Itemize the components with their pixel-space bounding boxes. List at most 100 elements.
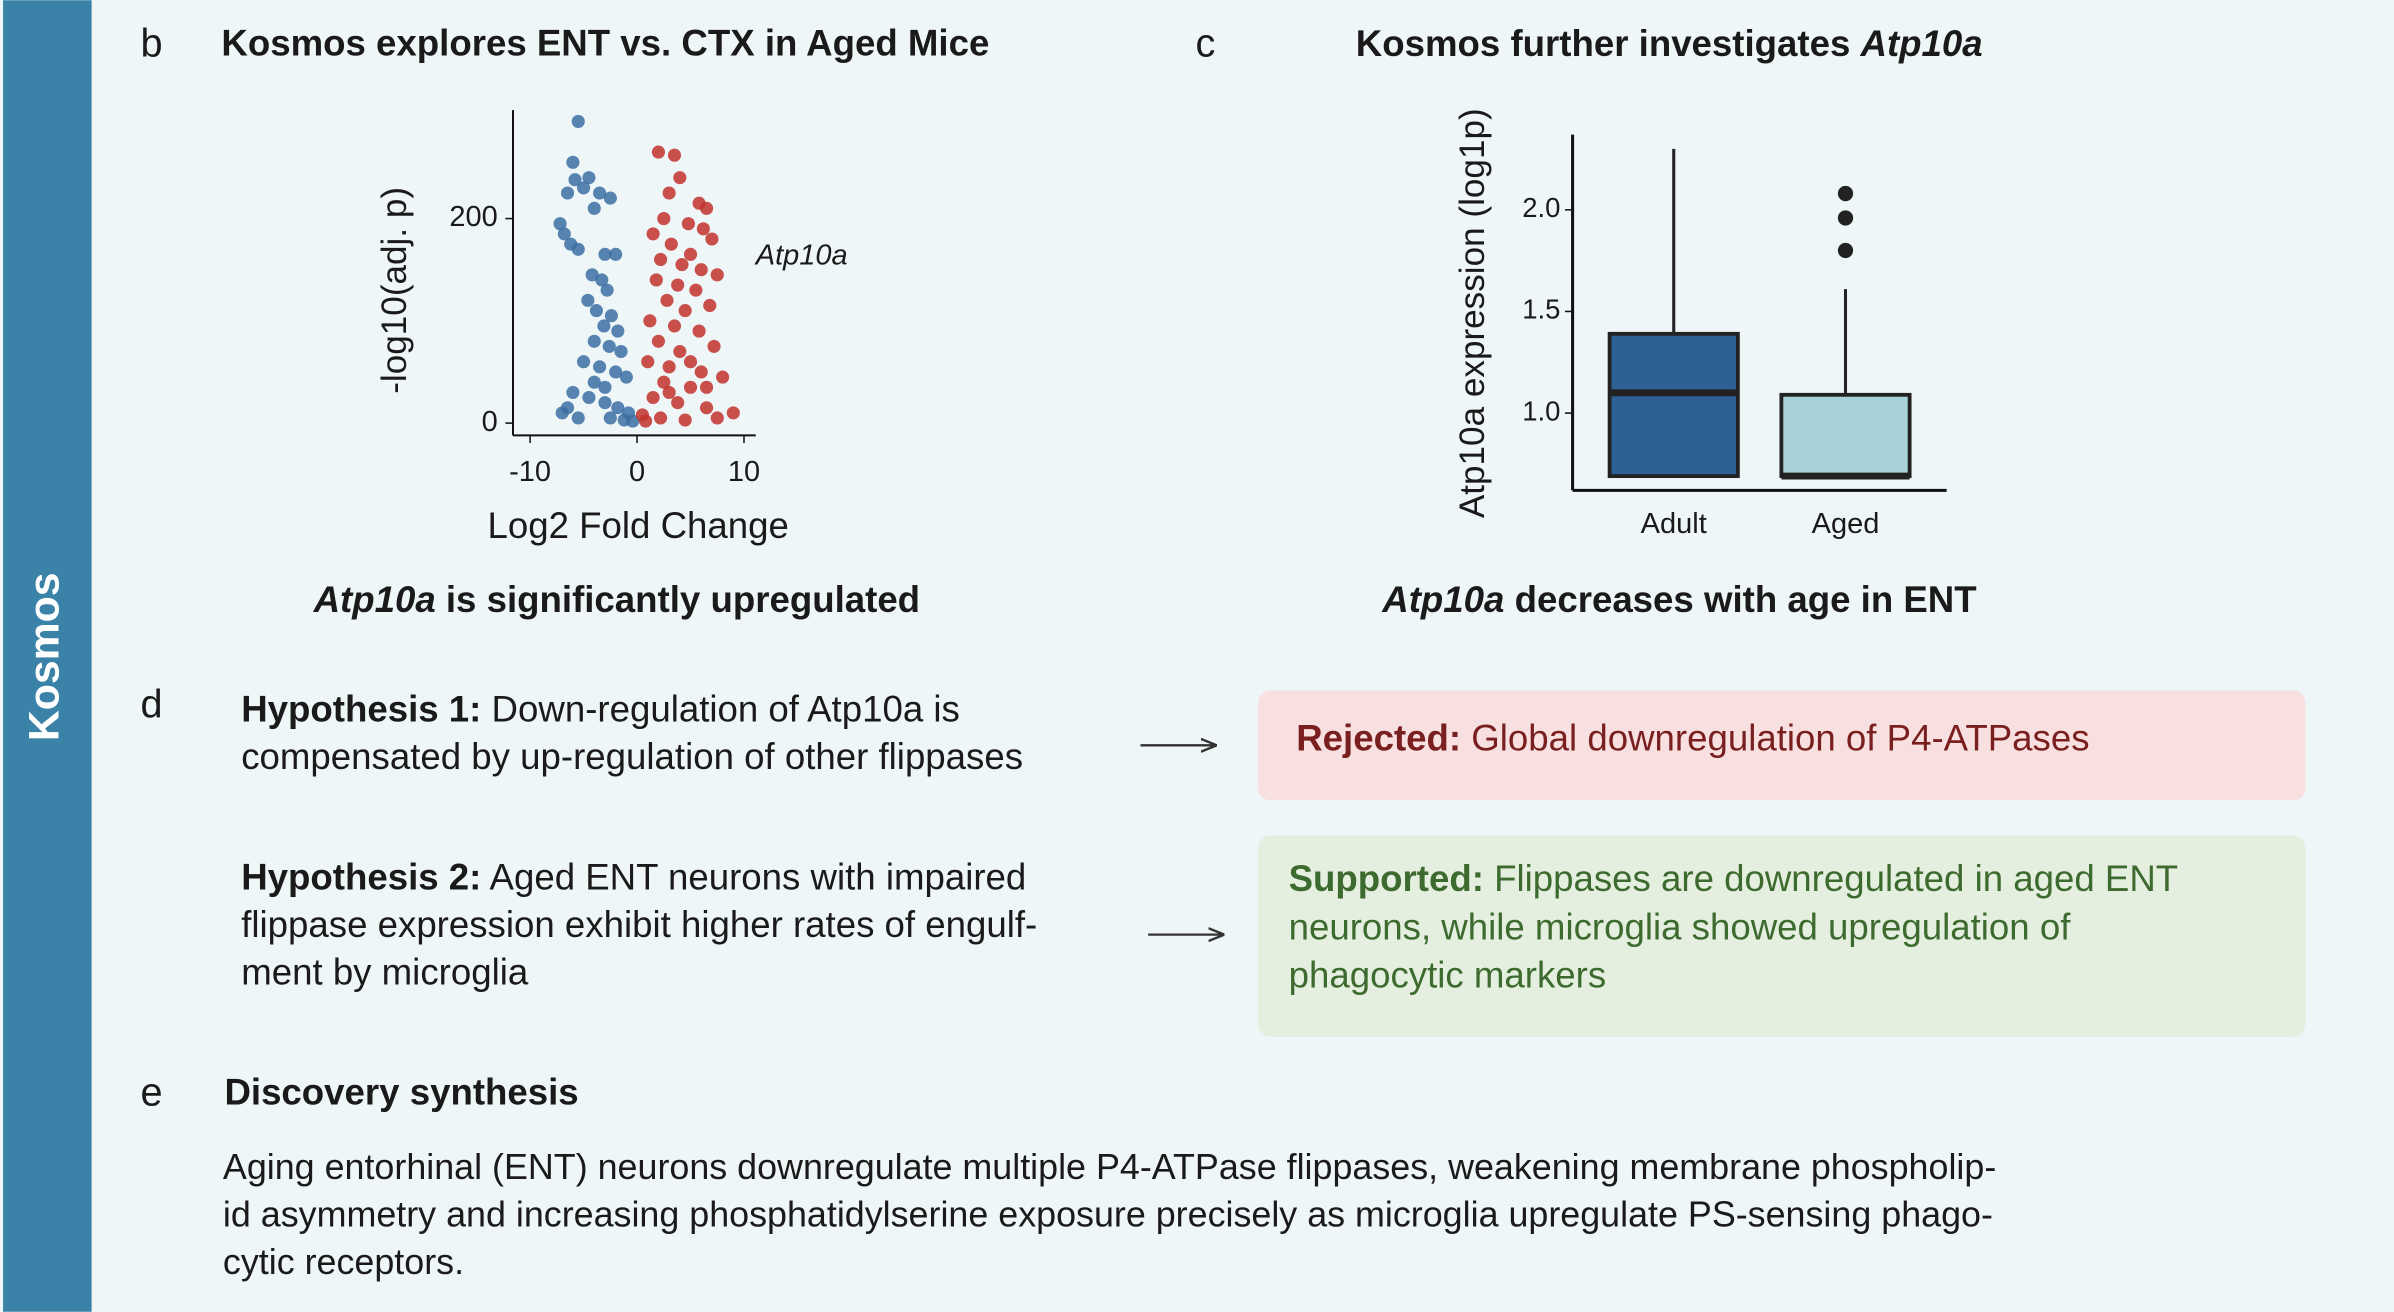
- point: [700, 380, 714, 394]
- point: [681, 217, 695, 231]
- point: [643, 314, 657, 328]
- verdict-label: Supported:: [1289, 858, 1484, 899]
- point: [598, 247, 612, 261]
- synthesis-line: cytic receptors.: [223, 1242, 464, 1282]
- point: [646, 390, 660, 405]
- point: [571, 114, 585, 128]
- x-tick-label: Adult: [1641, 508, 1707, 540]
- point: [560, 186, 575, 200]
- gene: Atp10a: [1860, 23, 1983, 64]
- point: [657, 212, 671, 226]
- point: [619, 370, 633, 384]
- point: [566, 385, 580, 399]
- hypothesis-line: Hypothesis 2: Aged ENT neurons with impa…: [241, 856, 1026, 897]
- synthesis: Aging entorhinal (ENT) neurons downregul…: [223, 1147, 1996, 1282]
- gene: Atp10a: [1381, 578, 1504, 619]
- point: [662, 186, 676, 200]
- point: [664, 237, 678, 251]
- point: [694, 263, 708, 277]
- point: [639, 414, 653, 428]
- point: [694, 365, 708, 379]
- point: [609, 247, 623, 261]
- point: [611, 324, 625, 338]
- point: [651, 334, 666, 348]
- point: [626, 414, 640, 428]
- point: [703, 298, 717, 313]
- hypothesis-label: Hypothesis 1:: [241, 688, 481, 729]
- point: [560, 401, 575, 415]
- gene: Atp10a: [313, 578, 436, 619]
- synthesis-line: Aging entorhinal (ENT) neurons downregul…: [223, 1147, 1996, 1187]
- hypothesis-text: ment by microglia: [241, 951, 529, 992]
- hypotheses: Hypothesis 1: Down-regulation of Atp10a …: [241, 688, 2178, 995]
- point: [609, 365, 623, 379]
- point: [707, 339, 721, 353]
- y-tick-label: 0: [482, 406, 498, 438]
- panel-letter: e: [140, 1070, 162, 1114]
- y-tick-label: 1.5: [1522, 294, 1560, 325]
- point: [692, 324, 706, 338]
- panel-title: Kosmos explores ENT vs. CTX in Aged Mice: [221, 23, 989, 64]
- outlier: [1837, 185, 1854, 202]
- x-tick-label: -10: [509, 456, 551, 488]
- point: [603, 191, 617, 205]
- box: [1607, 331, 1740, 479]
- point: [660, 293, 674, 307]
- verdict-box: [1258, 835, 2306, 1037]
- box: [1779, 392, 1912, 479]
- point: [654, 252, 668, 267]
- hypothesis-line: Hypothesis 1: Down-regulation of Atp10a …: [241, 688, 960, 729]
- point: [667, 319, 682, 333]
- point: [597, 319, 611, 333]
- point: [662, 360, 676, 374]
- verdict-text: phagocytic markers: [1289, 954, 1607, 995]
- verdict-line: phagocytic markers: [1289, 954, 1607, 995]
- point: [646, 227, 660, 241]
- point: [673, 171, 687, 185]
- point: [582, 171, 596, 185]
- verdict-label: Rejected:: [1296, 717, 1461, 758]
- point: [696, 222, 710, 236]
- hypothesis-line: ment by microglia: [241, 951, 529, 992]
- point: [571, 411, 585, 425]
- point: [689, 283, 703, 297]
- point: [671, 396, 685, 410]
- title-text: Kosmos further investigates: [1356, 23, 1861, 64]
- point: [705, 232, 719, 246]
- point: [581, 293, 595, 307]
- caption-text: decreases with age in ENT: [1504, 578, 1976, 619]
- point: [716, 370, 730, 384]
- hypothesis-line: compensated by up-regulation of other fl…: [241, 736, 1023, 777]
- y-tick-label: 200: [449, 201, 497, 233]
- point: [700, 401, 714, 415]
- point: [678, 413, 692, 427]
- y-axis-label: -log10(adj. p): [375, 187, 414, 394]
- panel-letter: b: [140, 22, 162, 66]
- hypothesis-label: Hypothesis 2:: [241, 856, 481, 897]
- panel-title: Kosmos further investigates Atp10a: [1356, 23, 1983, 64]
- x-tick-label: Aged: [1812, 508, 1880, 540]
- point: [587, 375, 601, 389]
- point: [577, 355, 591, 369]
- outlier: [1837, 210, 1854, 226]
- point: [595, 273, 609, 287]
- point: [667, 148, 682, 162]
- point: [603, 411, 617, 425]
- annotation: Atp10a: [754, 239, 848, 271]
- verdict-line: Rejected: Global downregulation of P4-AT…: [1296, 717, 2089, 758]
- x-tick-label: 0: [629, 456, 645, 488]
- panel-title: Discovery synthesis: [224, 1072, 578, 1113]
- panel-caption: Atp10a decreases with age in ENT: [1381, 578, 1976, 619]
- point: [582, 390, 596, 405]
- point: [611, 401, 625, 415]
- verdict-text: Flippases are downregulated in aged ENT: [1484, 858, 2178, 899]
- x-tick-label: 10: [728, 456, 760, 488]
- point: [651, 145, 666, 159]
- point: [710, 268, 724, 282]
- sidebar: [3, 0, 92, 1312]
- point: [654, 411, 668, 425]
- hypothesis-text: compensated by up-regulation of other fl…: [241, 736, 1023, 777]
- point: [598, 396, 612, 410]
